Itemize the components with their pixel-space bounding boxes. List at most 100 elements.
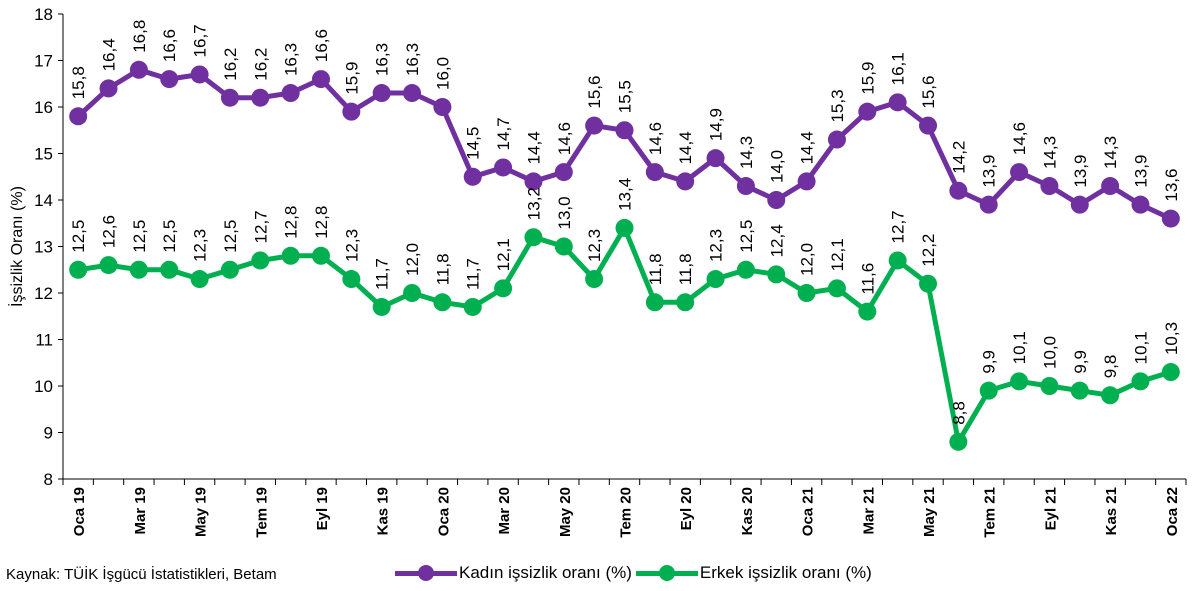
data-point-erkek [919,274,938,293]
data-label-kadin: 16,3 [373,43,392,76]
data-label-kadin: 14,6 [646,122,665,155]
legend-swatch-kadin [395,563,457,583]
data-label-kadin: 14,4 [524,131,543,164]
data-point-kadin [919,116,938,135]
data-point-kadin [797,172,816,191]
x-tick-label: Kas 20 [739,487,756,535]
data-point-kadin [1010,163,1029,182]
x-tick-label: Tem 21 [982,487,999,538]
x-tick-label: Mar 19 [132,487,149,535]
data-point-kadin [767,191,786,209]
data-label-kadin: 16,3 [403,43,422,76]
data-label-erkek: 11,8 [433,253,452,285]
legend-label-kadin: Kadın işsizlik oranı (%) [459,563,632,582]
data-point-kadin [403,84,422,103]
data-point-erkek [160,260,179,279]
x-tick-label: Tem 19 [253,487,270,538]
data-point-kadin [1131,195,1150,214]
data-point-kadin [251,88,270,107]
data-point-kadin [463,167,482,186]
x-tick-label: Oca 21 [800,487,817,536]
data-label-kadin: 13,6 [1162,169,1181,202]
data-label-kadin: 16,2 [251,48,270,81]
x-tick-label: Kas 21 [1103,487,1120,535]
data-label-kadin: 14,7 [494,117,513,150]
data-label-kadin: 14,6 [1010,122,1029,155]
legend-item-kadin: Kadın işsizlik oranı (%) [395,563,632,583]
data-label-kadin: 14,2 [949,141,968,174]
legend-label-erkek: Erkek işsizlik oranı (%) [699,563,872,582]
data-point-kadin [949,181,968,200]
data-label-erkek: 9,8 [1101,355,1120,379]
y-tick-label: 14 [34,191,53,210]
data-label-erkek: 12,7 [251,210,270,243]
data-point-erkek [342,270,361,289]
x-tick-label: Oca 22 [1164,487,1181,536]
data-point-erkek [1161,363,1180,382]
data-label-kadin: 14,3 [1101,136,1120,169]
data-point-kadin [160,70,179,89]
data-point-kadin [69,107,88,126]
data-point-erkek [372,297,391,316]
data-label-erkek: 11,6 [858,263,877,295]
data-label-erkek: 12,5 [69,220,88,253]
data-point-erkek [767,265,786,284]
data-label-erkek: 8,8 [949,401,968,425]
data-point-kadin [979,195,998,214]
data-label-kadin: 15,6 [919,76,938,109]
data-point-kadin [1070,195,1089,214]
y-axis-title: İşsizlik Oranı (%) [7,186,26,307]
data-label-erkek: 12,3 [707,229,726,262]
data-label-erkek: 12,5 [160,220,179,253]
data-label-kadin: 15,6 [585,76,604,109]
x-tick-label: May 21 [921,487,938,537]
data-label-kadin: 15,9 [858,62,877,95]
data-label-erkek: 12,3 [342,229,361,262]
data-point-kadin [1101,177,1120,196]
data-label-erkek: 10,1 [1010,331,1029,364]
data-point-erkek [220,260,239,279]
x-tick-label: Oca 19 [71,487,88,536]
legend-swatch-erkek [635,563,698,583]
data-point-erkek [311,246,330,265]
data-point-erkek [888,251,907,270]
data-point-kadin [99,79,118,98]
data-point-erkek [129,260,148,279]
x-tick-label: Eyl 20 [678,487,695,530]
data-label-kadin: 15,3 [828,89,847,122]
data-label-erkek: 9,9 [1071,350,1090,374]
data-point-erkek [949,432,968,451]
y-tick-label: 13 [34,238,53,257]
y-tick-label: 9 [44,424,53,443]
data-label-erkek: 10,0 [1040,336,1059,369]
legend: Kadın işsizlik oranı (%) Erkek işsizlik … [395,563,876,583]
data-point-kadin [524,172,543,191]
data-point-kadin [1161,209,1180,228]
data-label-kadin: 14,3 [1040,136,1059,169]
data-label-kadin: 16,8 [130,20,149,53]
data-label-erkek: 13,2 [524,187,543,220]
data-point-erkek [1101,386,1120,405]
data-point-kadin [858,102,877,121]
data-label-erkek: 11,7 [373,258,392,290]
y-tick-label: 16 [34,98,53,117]
x-tick-label: Mar 21 [860,487,877,535]
data-point-kadin [281,84,300,103]
y-tick-label: 11 [35,331,53,350]
data-label-erkek: 12,1 [494,238,513,271]
data-label-erkek: 12,3 [191,229,210,262]
y-tick-label: 8 [44,470,53,489]
data-label-erkek: 12,0 [798,243,817,276]
data-point-kadin [676,172,695,191]
data-label-kadin: 15,8 [69,66,88,99]
data-label-erkek: 12,6 [100,215,119,248]
data-point-erkek [554,237,573,256]
data-point-kadin [1040,177,1059,196]
data-point-erkek [827,279,846,298]
data-point-erkek [676,293,695,312]
data-label-kadin: 14,4 [676,131,695,164]
data-point-erkek [1131,372,1150,391]
data-label-erkek: 10,1 [1131,331,1150,364]
data-label-erkek: 11,8 [676,253,695,285]
data-point-kadin [129,60,148,79]
